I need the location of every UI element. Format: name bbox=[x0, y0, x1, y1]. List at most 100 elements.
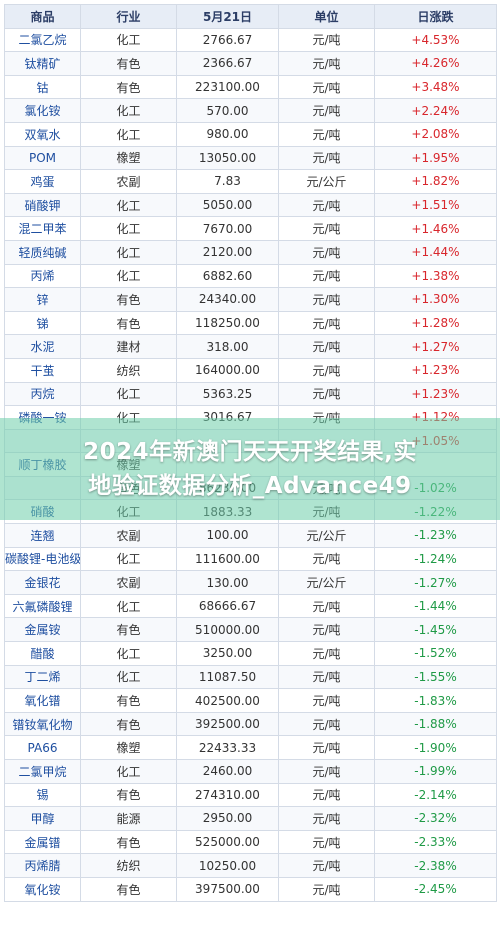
change-cell: +2.24% bbox=[374, 98, 497, 123]
industry-cell: 有色 bbox=[80, 617, 177, 643]
price-cell: 402500.00 bbox=[176, 688, 279, 713]
commodity-name: 鸡蛋 bbox=[4, 169, 81, 194]
commodity-name: 锡 bbox=[4, 782, 81, 808]
table-row: 连翘 农副 100.00 元/公斤 -1.23% bbox=[4, 523, 497, 548]
change-cell: +3.48% bbox=[374, 74, 497, 100]
table-row: 氧化镨 有色 402500.00 元/吨 -1.83% bbox=[4, 688, 497, 713]
change-cell: -1.52% bbox=[374, 641, 497, 666]
commodity-name: 干茧 bbox=[4, 357, 81, 383]
commodity-name: 金银花 bbox=[4, 570, 81, 595]
industry-cell: 农副 bbox=[80, 169, 177, 194]
price-cell: 397500.00 bbox=[176, 876, 279, 902]
unit-cell: 元/吨 bbox=[278, 853, 375, 878]
price-cell: 2460.00 bbox=[176, 759, 279, 784]
industry-cell: 化工 bbox=[80, 593, 177, 619]
table-row: 氯化铵 化工 570.00 元/吨 +2.24% bbox=[4, 98, 497, 123]
unit-cell: 元/吨 bbox=[278, 287, 375, 312]
header-industry: 行业 bbox=[80, 4, 177, 29]
unit-cell: 元/公斤 bbox=[278, 169, 375, 194]
table-row: 硝酸钾 化工 5050.00 元/吨 +1.51% bbox=[4, 192, 497, 218]
price-cell: 13050.00 bbox=[176, 145, 279, 171]
change-cell: -1.44% bbox=[374, 593, 497, 619]
price-cell: 111600.00 bbox=[176, 546, 279, 572]
table-row: 锌有色 24340.00 元/吨 +1.30% bbox=[4, 287, 497, 312]
table-row: 甲醇 能源 2950.00 元/吨 -2.32% bbox=[4, 806, 497, 831]
price-cell: 7.83 bbox=[176, 169, 279, 194]
table-row: 水泥 建材 318.00 元/吨 +1.27% bbox=[4, 334, 497, 359]
table-row: 丙烯 化工 6882.60 元/吨 +1.38% bbox=[4, 263, 497, 289]
industry-cell: 化工 bbox=[80, 192, 177, 218]
unit-cell: 元/吨 bbox=[278, 664, 375, 690]
commodity-name: 碳酸锂-电池级 bbox=[4, 546, 81, 572]
industry-cell: 有色 bbox=[80, 876, 177, 902]
industry-cell: 化工 bbox=[80, 27, 177, 53]
commodity-name: 钴 bbox=[4, 74, 81, 100]
table-row: 二氯甲烷 化工 2460.00 元/吨 -1.99% bbox=[4, 759, 497, 784]
price-cell: 2766.67 bbox=[176, 27, 279, 53]
industry-cell: 橡塑 bbox=[80, 735, 177, 760]
table-row: 钛精矿 有色 2366.67 元/吨 +4.26% bbox=[4, 51, 497, 76]
unit-cell: 元/吨 bbox=[278, 641, 375, 666]
industry-cell: 有色 bbox=[80, 782, 177, 808]
commodity-name: 水泥 bbox=[4, 334, 81, 359]
change-cell: +1.23% bbox=[374, 381, 497, 407]
commodity-name: 硝酸钾 bbox=[4, 192, 81, 218]
commodity-name: 丁二烯 bbox=[4, 664, 81, 690]
commodity-name: 混二甲苯 bbox=[4, 216, 81, 241]
unit-cell: 元/吨 bbox=[278, 829, 375, 855]
table-header-row: 商品 行业 5月21日 单位 日涨跌 bbox=[4, 4, 497, 29]
change-cell: -2.32% bbox=[374, 806, 497, 831]
table-row: 丙烷 化工 5363.25 元/吨 +1.23% bbox=[4, 381, 497, 407]
unit-cell: 元/吨 bbox=[278, 192, 375, 218]
price-cell: 118250.00 bbox=[176, 310, 279, 336]
commodity-name: 连翘 bbox=[4, 523, 81, 548]
industry-cell: 农副 bbox=[80, 570, 177, 595]
commodity-name: PA66 bbox=[4, 735, 81, 760]
change-cell: -1.24% bbox=[374, 546, 497, 572]
unit-cell: 元/吨 bbox=[278, 546, 375, 572]
banner-line-2: 地验证数据分析_Advance49 bbox=[88, 473, 412, 499]
industry-cell: 化工 bbox=[80, 121, 177, 147]
header-commodity: 商品 bbox=[4, 4, 81, 29]
industry-cell: 化工 bbox=[80, 216, 177, 241]
industry-cell: 化工 bbox=[80, 263, 177, 289]
industry-cell: 化工 bbox=[80, 381, 177, 407]
price-cell: 68666.67 bbox=[176, 593, 279, 619]
table-row: 氧化铵 有色 397500.00 元/吨 -2.45% bbox=[4, 876, 497, 902]
change-cell: -1.45% bbox=[374, 617, 497, 643]
change-cell: +1.30% bbox=[374, 287, 497, 312]
commodity-name: 醋酸 bbox=[4, 641, 81, 666]
industry-cell: 能源 bbox=[80, 806, 177, 831]
industry-cell: 有色 bbox=[80, 287, 177, 312]
change-cell: +4.53% bbox=[374, 27, 497, 53]
price-cell: 7670.00 bbox=[176, 216, 279, 241]
industry-cell: 化工 bbox=[80, 546, 177, 572]
unit-cell: 元/吨 bbox=[278, 98, 375, 123]
watermark-banner: 2024年新澳门天天开奖结果,实 地验证数据分析_Advance49 bbox=[0, 418, 500, 520]
table-row: 丙烯腈 纺织 10250.00 元/吨 -2.38% bbox=[4, 853, 497, 878]
table-row: 混二甲苯 化工 7670.00 元/吨 +1.46% bbox=[4, 216, 497, 241]
price-cell: 130.00 bbox=[176, 570, 279, 595]
table-row: POM 橡塑 13050.00 元/吨 +1.95% bbox=[4, 145, 497, 171]
table-row: 金银花 农副 130.00 元/公斤 -1.27% bbox=[4, 570, 497, 595]
change-cell: +1.46% bbox=[374, 216, 497, 241]
header-daily-change: 日涨跌 bbox=[374, 4, 497, 29]
industry-cell: 纺织 bbox=[80, 853, 177, 878]
change-cell: -2.14% bbox=[374, 782, 497, 808]
table-row: 金属镨 有色 525000.00 元/吨 -2.33% bbox=[4, 829, 497, 855]
change-cell: +1.28% bbox=[374, 310, 497, 336]
change-cell: -1.83% bbox=[374, 688, 497, 713]
unit-cell: 元/吨 bbox=[278, 145, 375, 171]
commodity-name: 钛精矿 bbox=[4, 51, 81, 76]
commodity-name: 锌 bbox=[4, 287, 81, 312]
unit-cell: 元/吨 bbox=[278, 759, 375, 784]
commodity-name: 轻质纯碱 bbox=[4, 239, 81, 265]
change-cell: +1.82% bbox=[374, 169, 497, 194]
change-cell: +1.95% bbox=[374, 145, 497, 171]
change-cell: -1.27% bbox=[374, 570, 497, 595]
commodity-name: 金属镨 bbox=[4, 829, 81, 855]
price-cell: 980.00 bbox=[176, 121, 279, 147]
table-row: 轻质纯碱 化工 2120.00 元/吨 +1.44% bbox=[4, 239, 497, 265]
commodity-name: 双氧水 bbox=[4, 121, 81, 147]
price-cell: 10250.00 bbox=[176, 853, 279, 878]
